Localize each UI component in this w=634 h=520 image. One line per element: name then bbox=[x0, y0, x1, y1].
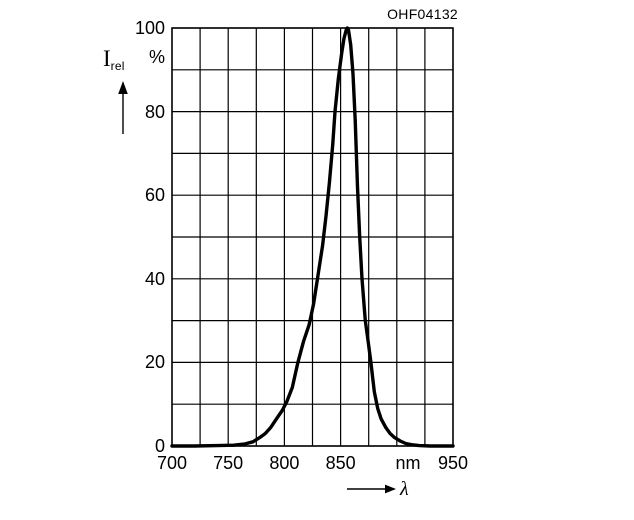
x-tick-label: 850 bbox=[325, 453, 356, 473]
right-arrow-icon bbox=[347, 484, 396, 494]
x-axis-unit-label: nm bbox=[395, 453, 421, 473]
y-tick-label: 100 bbox=[134, 18, 165, 38]
y-tick-label: 80 bbox=[144, 101, 165, 122]
y-tick-label: 20 bbox=[144, 352, 165, 373]
plot-area bbox=[170, 26, 455, 448]
x-tick-label: 750 bbox=[213, 453, 244, 473]
x-tick-label: 950 bbox=[437, 453, 469, 473]
plot-border bbox=[171, 27, 454, 447]
x-tick-label: 800 bbox=[269, 453, 300, 473]
y-axis-unit-label: % bbox=[148, 47, 165, 67]
y-tick-label: 60 bbox=[144, 185, 165, 206]
y-axis-symbol: Irel bbox=[103, 46, 125, 72]
up-arrow-icon bbox=[118, 81, 128, 134]
figure-ref: OHF04132 bbox=[387, 6, 458, 22]
y-axis-symbol-main: I bbox=[103, 46, 111, 71]
y-axis-symbol-subscript: rel bbox=[110, 59, 125, 73]
y-tick-label: 40 bbox=[144, 268, 165, 289]
emission-curve bbox=[170, 26, 455, 448]
y-tick-label: 0 bbox=[154, 436, 165, 456]
grid-lines bbox=[171, 27, 454, 447]
x-axis-symbol: λ bbox=[400, 478, 409, 500]
chart-svg bbox=[170, 26, 455, 448]
x-tick-label: 700 bbox=[156, 453, 188, 473]
